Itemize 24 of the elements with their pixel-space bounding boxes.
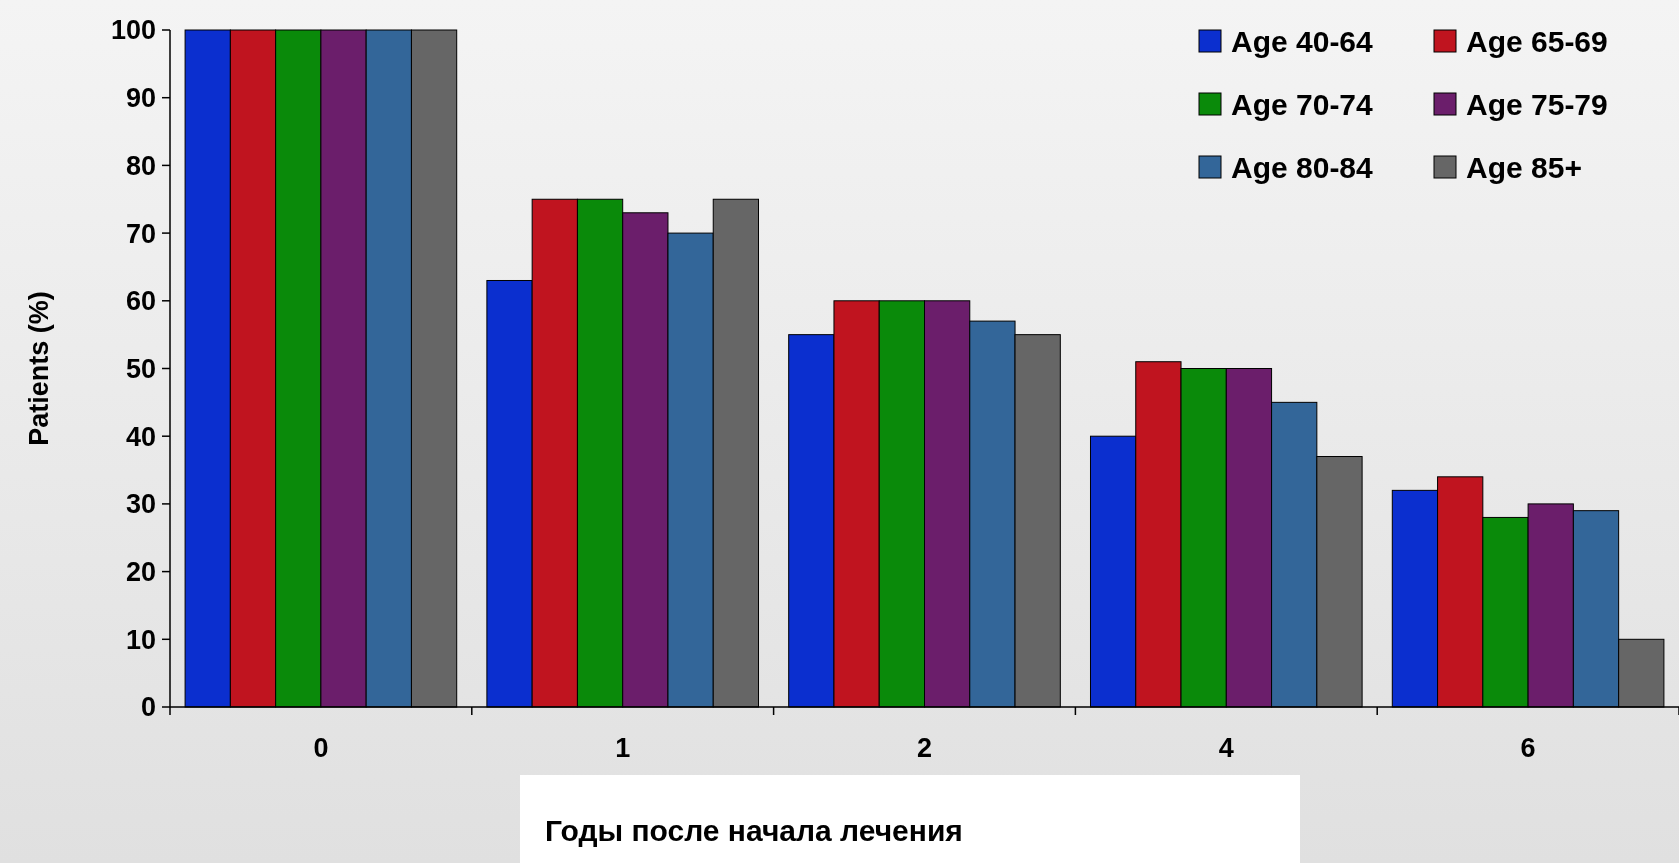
legend-label: Age 40-64 — [1231, 24, 1374, 58]
legend-label: Age 70-74 — [1231, 87, 1374, 121]
y-tick-label: 40 — [125, 421, 156, 452]
legend-label: Age 65-69 — [1466, 24, 1608, 58]
x-tick-label: 6 — [1520, 733, 1536, 763]
y-tick-label: 50 — [125, 353, 156, 384]
x-axis-title: Годы после начала лечения — [545, 814, 963, 847]
y-tick-label: 30 — [125, 489, 156, 520]
x-tick-label: 4 — [1218, 733, 1234, 763]
y-tick-label: 70 — [125, 218, 156, 249]
x-tick-label: 1 — [615, 733, 631, 763]
x-tick-label: 2 — [916, 733, 933, 763]
legend-label: Age 75-79 — [1466, 87, 1608, 121]
y-tick-label: 80 — [125, 150, 156, 181]
y-tick-label: 20 — [125, 557, 156, 588]
y-tick-label: 60 — [125, 286, 156, 317]
y-tick-label: 90 — [125, 83, 156, 114]
y-tick-label: 100 — [110, 15, 156, 46]
x-tick-label: 0 — [313, 733, 329, 763]
y-axis-title: Patients (%) — [24, 291, 54, 446]
y-tick-label: 0 — [140, 692, 156, 723]
y-tick-label: 10 — [125, 624, 156, 655]
legend-label: Age 80-84 — [1231, 150, 1374, 184]
legend-label: Age 85+ — [1466, 150, 1582, 184]
